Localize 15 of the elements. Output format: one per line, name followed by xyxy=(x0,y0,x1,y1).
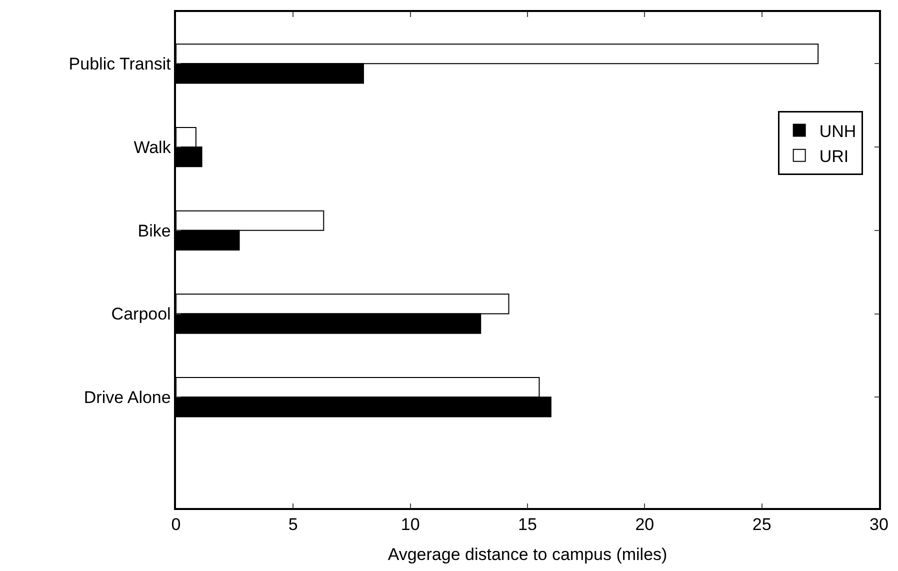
y-tick-label: Carpool xyxy=(111,304,171,324)
legend-label: UNH xyxy=(819,122,856,141)
x-tick-label: 0 xyxy=(171,515,181,534)
y-tick-label: Drive Alone xyxy=(84,388,171,408)
y-tick-label: Walk xyxy=(134,138,172,157)
x-tick-label: 10 xyxy=(400,515,420,534)
y-tick-label: Public Transit xyxy=(68,54,172,74)
x-tick-label: 5 xyxy=(288,515,298,534)
x-tick-label: 30 xyxy=(870,515,888,534)
y-tick-label: Bike xyxy=(138,221,171,240)
x-tick-label: 15 xyxy=(518,515,537,534)
legend-label: URI xyxy=(819,146,849,166)
x-tick-label: 25 xyxy=(752,515,772,534)
x-tick-label: 20 xyxy=(635,515,654,534)
x-axis-title: Avgerage distance to campus (miles) xyxy=(388,545,668,564)
